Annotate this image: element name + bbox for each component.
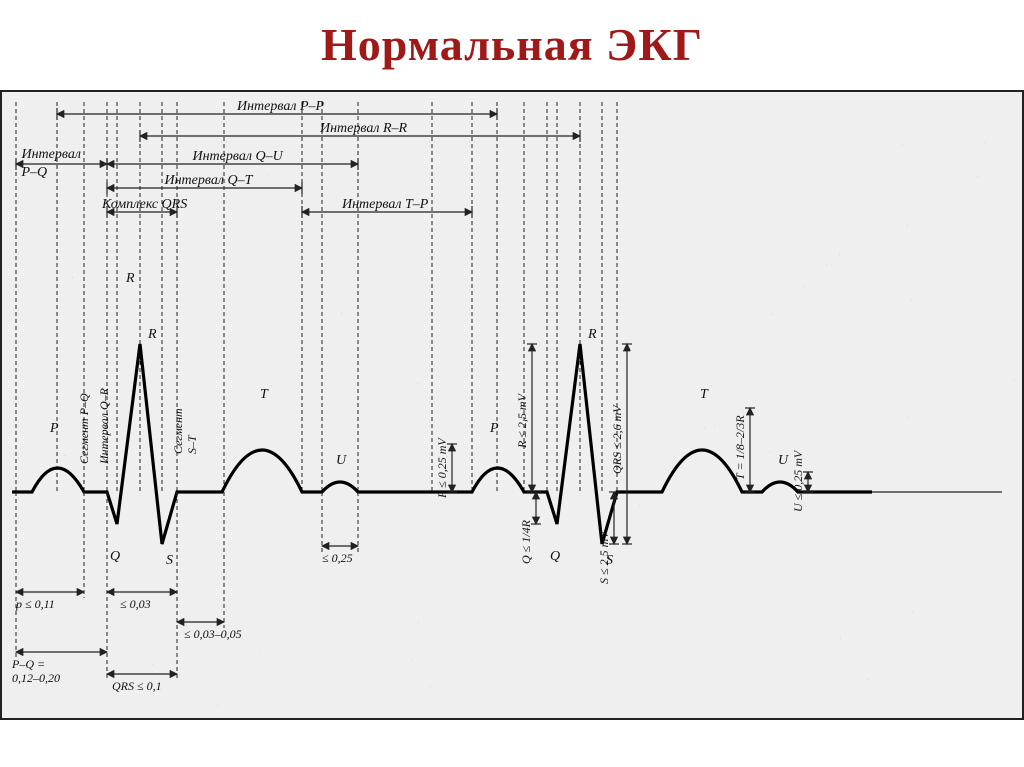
svg-text:S ≤ 2,5 mV: S ≤ 2,5 mV bbox=[597, 530, 611, 584]
svg-text:≤ 0,03–0,05: ≤ 0,03–0,05 bbox=[184, 627, 242, 641]
svg-text:U: U bbox=[336, 453, 347, 468]
svg-text:R ≤ 2,5 mV: R ≤ 2,5 mV bbox=[515, 392, 529, 449]
svg-text:Интервал Q–T: Интервал Q–T bbox=[164, 173, 254, 188]
svg-text:Q ≤ 1/4R: Q ≤ 1/4R bbox=[519, 519, 533, 564]
svg-text:P ≤ 0,25 mV: P ≤ 0,25 mV bbox=[435, 437, 449, 499]
svg-text:Интервал P–P: Интервал P–P bbox=[236, 99, 325, 114]
svg-text:P–Q =: P–Q = bbox=[11, 657, 45, 671]
svg-text:p ≤ 0,11: p ≤ 0,11 bbox=[15, 597, 55, 611]
ecg-diagram: Интервал P–P Интервал R–R Интервал Q–U Инте… bbox=[0, 90, 1024, 720]
svg-text:S: S bbox=[166, 553, 173, 568]
svg-text:QRS ≤ 2,6 mV: QRS ≤ 2,6 mV bbox=[610, 404, 624, 474]
svg-text:P: P bbox=[489, 421, 499, 436]
svg-text:S–T: S–T bbox=[185, 434, 199, 454]
svg-text:≤ 0,25: ≤ 0,25 bbox=[322, 551, 353, 565]
svg-text:T = 1/8–2/3R: T = 1/8–2/3R bbox=[733, 415, 747, 480]
svg-text:Интервал: Интервал bbox=[21, 147, 81, 162]
svg-text:Интервал Q–U: Интервал Q–U bbox=[192, 149, 284, 164]
svg-text:R: R bbox=[587, 327, 597, 342]
svg-text:U: U bbox=[778, 453, 789, 468]
svg-text:0,12–0,20: 0,12–0,20 bbox=[12, 671, 60, 685]
svg-text:Комплекс QRS: Комплекс QRS bbox=[101, 197, 187, 212]
svg-text:R: R bbox=[147, 327, 157, 342]
svg-text:Q: Q bbox=[110, 549, 120, 564]
svg-text:Интервал T–P: Интервал T–P bbox=[341, 197, 429, 212]
svg-text:T: T bbox=[700, 387, 709, 402]
svg-text:P–Q: P–Q bbox=[21, 165, 48, 180]
svg-text:Сегмент P–Q: Сегмент P–Q bbox=[77, 393, 91, 464]
svg-text:≤ 0,03: ≤ 0,03 bbox=[120, 597, 151, 611]
page-title: Нормальная ЭКГ bbox=[0, 0, 1024, 71]
svg-text:Сегмент: Сегмент bbox=[171, 408, 185, 454]
svg-text:T: T bbox=[260, 387, 269, 402]
svg-text:QRS ≤ 0,1: QRS ≤ 0,1 bbox=[112, 679, 162, 693]
svg-text:R: R bbox=[125, 271, 135, 286]
svg-text:P: P bbox=[49, 421, 59, 436]
svg-text:Интервал R–R: Интервал R–R bbox=[319, 121, 408, 136]
svg-text:U ≤ 0,25 mV: U ≤ 0,25 mV bbox=[791, 449, 805, 512]
svg-text:Q: Q bbox=[550, 549, 560, 564]
svg-text:Интервал Q–R: Интервал Q–R bbox=[97, 387, 111, 465]
